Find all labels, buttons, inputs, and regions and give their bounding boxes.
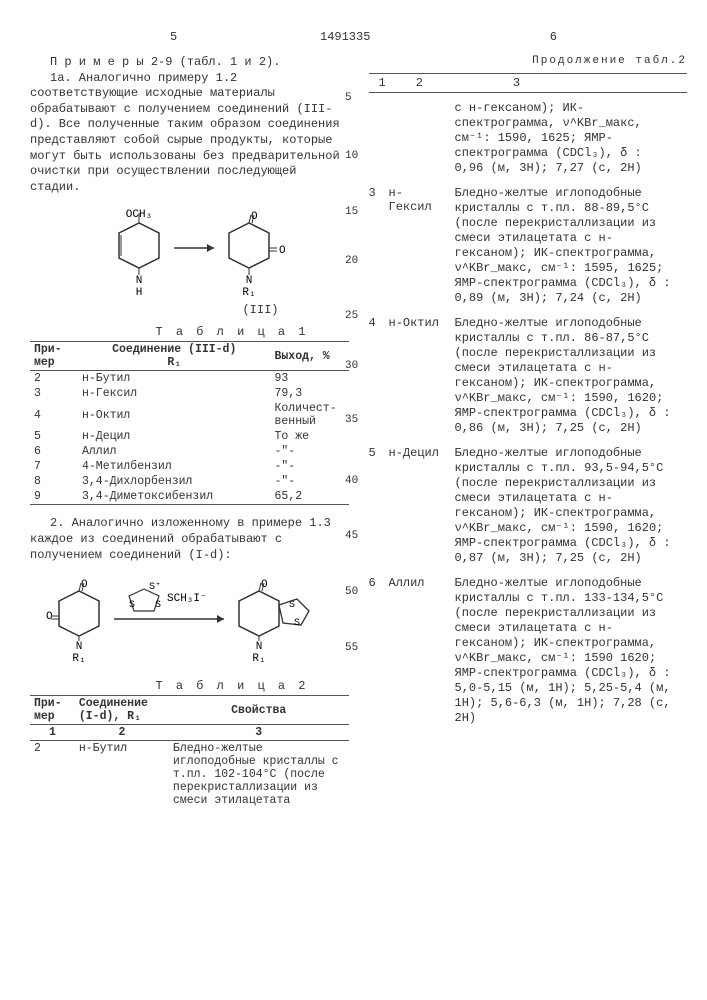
svg-text:N: N: [136, 275, 143, 287]
svg-text:N: N: [246, 275, 253, 287]
svg-text:O: O: [46, 611, 53, 623]
table-row: 83,4-Дихлорбензил-"-: [30, 474, 349, 489]
properties-text: с н-гексаном); ИК-спектрограмма, ν^KBr_м…: [455, 101, 675, 176]
svg-text:N: N: [76, 641, 83, 653]
document-number: 1491335: [320, 30, 370, 44]
paragraph-2: 2. Аналогично изложенному в примере 1.3 …: [30, 516, 349, 563]
table-row: с н-гексаном); ИК-спектрограмма, ν^KBr_м…: [369, 101, 688, 176]
reaction-scheme-1: OCH₃ N H O O N R₁ (III: [30, 203, 349, 317]
table-1: При- мер Соединение (III-d) R₁ Выход, % …: [30, 341, 349, 504]
properties-text: Бледно-желтые иглоподобные кристаллы с т…: [455, 316, 675, 436]
table-row: 3н-ГексилБледно-желтые иглоподобные крис…: [369, 186, 688, 306]
t2-h-example: При- мер: [30, 696, 75, 725]
table-row: 4н-ОктилКоличест- венный: [30, 401, 349, 429]
table-row: 2н-Бутил93: [30, 371, 349, 387]
table-row: 74-Метилбензил-"-: [30, 459, 349, 474]
paragraph-1a: 1а. Аналогично примеру 1.2 соответствующ…: [30, 71, 349, 196]
properties-text: Бледно-желтые иглоподобные кристаллы с т…: [455, 186, 675, 306]
table-row: 5н-ДецилТо же: [30, 429, 349, 444]
left-column: П р и м е р ы 2-9 (табл. 1 и 2). 1а. Ана…: [30, 55, 349, 808]
table-1-title: Т а б л и ц а 1: [30, 325, 309, 339]
svg-text:R₁: R₁: [73, 653, 86, 665]
svg-text:N: N: [256, 641, 263, 653]
t1-h-example: При- мер: [30, 342, 78, 371]
reaction-scheme-2: O O N R₁ S S S⁺ SCH₃I⁻ O N: [30, 571, 349, 671]
page-number-right: 6: [550, 30, 557, 44]
table-row: 4н-ОктилБледно-желтые иглоподобные крист…: [369, 316, 688, 436]
svg-text:H: H: [136, 287, 143, 299]
svg-text:S⁺: S⁺: [149, 582, 161, 593]
svg-text:SCH₃I⁻: SCH₃I⁻: [167, 593, 207, 605]
svg-text:S: S: [155, 600, 161, 611]
table-2-continuation-label: Продолжение табл.2: [369, 55, 688, 67]
svg-text:O: O: [279, 245, 286, 257]
svg-text:R₁: R₁: [253, 653, 266, 665]
table-row: 6АллилБледно-желтые иглоподобные кристал…: [369, 576, 688, 726]
t2-h-compound: Соединение (I-d), R₁: [75, 696, 169, 725]
t1-h-yield: Выход, %: [271, 342, 349, 371]
right-column: Продолжение табл.2 1 2 3 с н-гексаном); …: [369, 55, 688, 808]
properties-text: Бледно-желтые иглоподобные кристаллы с т…: [455, 446, 675, 566]
table-2-title: Т а б л и ц а 2: [30, 679, 309, 693]
page-number-left: 5: [170, 30, 177, 44]
svg-text:S: S: [289, 600, 295, 611]
t1-h-compound: Соединение (III-d) R₁: [78, 342, 271, 371]
table-2: При- мер Соединение (I-d), R₁ Свойства 1…: [30, 695, 349, 808]
table-2-cont-header: 1 2 3: [369, 73, 688, 93]
svg-text:R₁: R₁: [243, 287, 256, 299]
table-row: 93,4-Диметоксибензил65,2: [30, 489, 349, 504]
table-row: 5н-ДецилБледно-желтые иглоподобные крист…: [369, 446, 688, 566]
properties-text: Бледно-желтые иглоподобные кристаллы с т…: [455, 576, 675, 726]
scheme-label: (III): [30, 303, 279, 317]
table-row: 2 н-Бутил Бледно-желтые иглоподобные кри…: [30, 741, 349, 809]
examples-heading: П р и м е р ы 2-9 (табл. 1 и 2).: [30, 55, 349, 71]
table-row: 6Аллил-"-: [30, 444, 349, 459]
svg-text:S: S: [129, 600, 135, 611]
svg-text:S: S: [294, 618, 300, 629]
t2-h-properties: Свойства: [169, 696, 349, 725]
table-row: 3н-Гексил79,3: [30, 386, 349, 401]
